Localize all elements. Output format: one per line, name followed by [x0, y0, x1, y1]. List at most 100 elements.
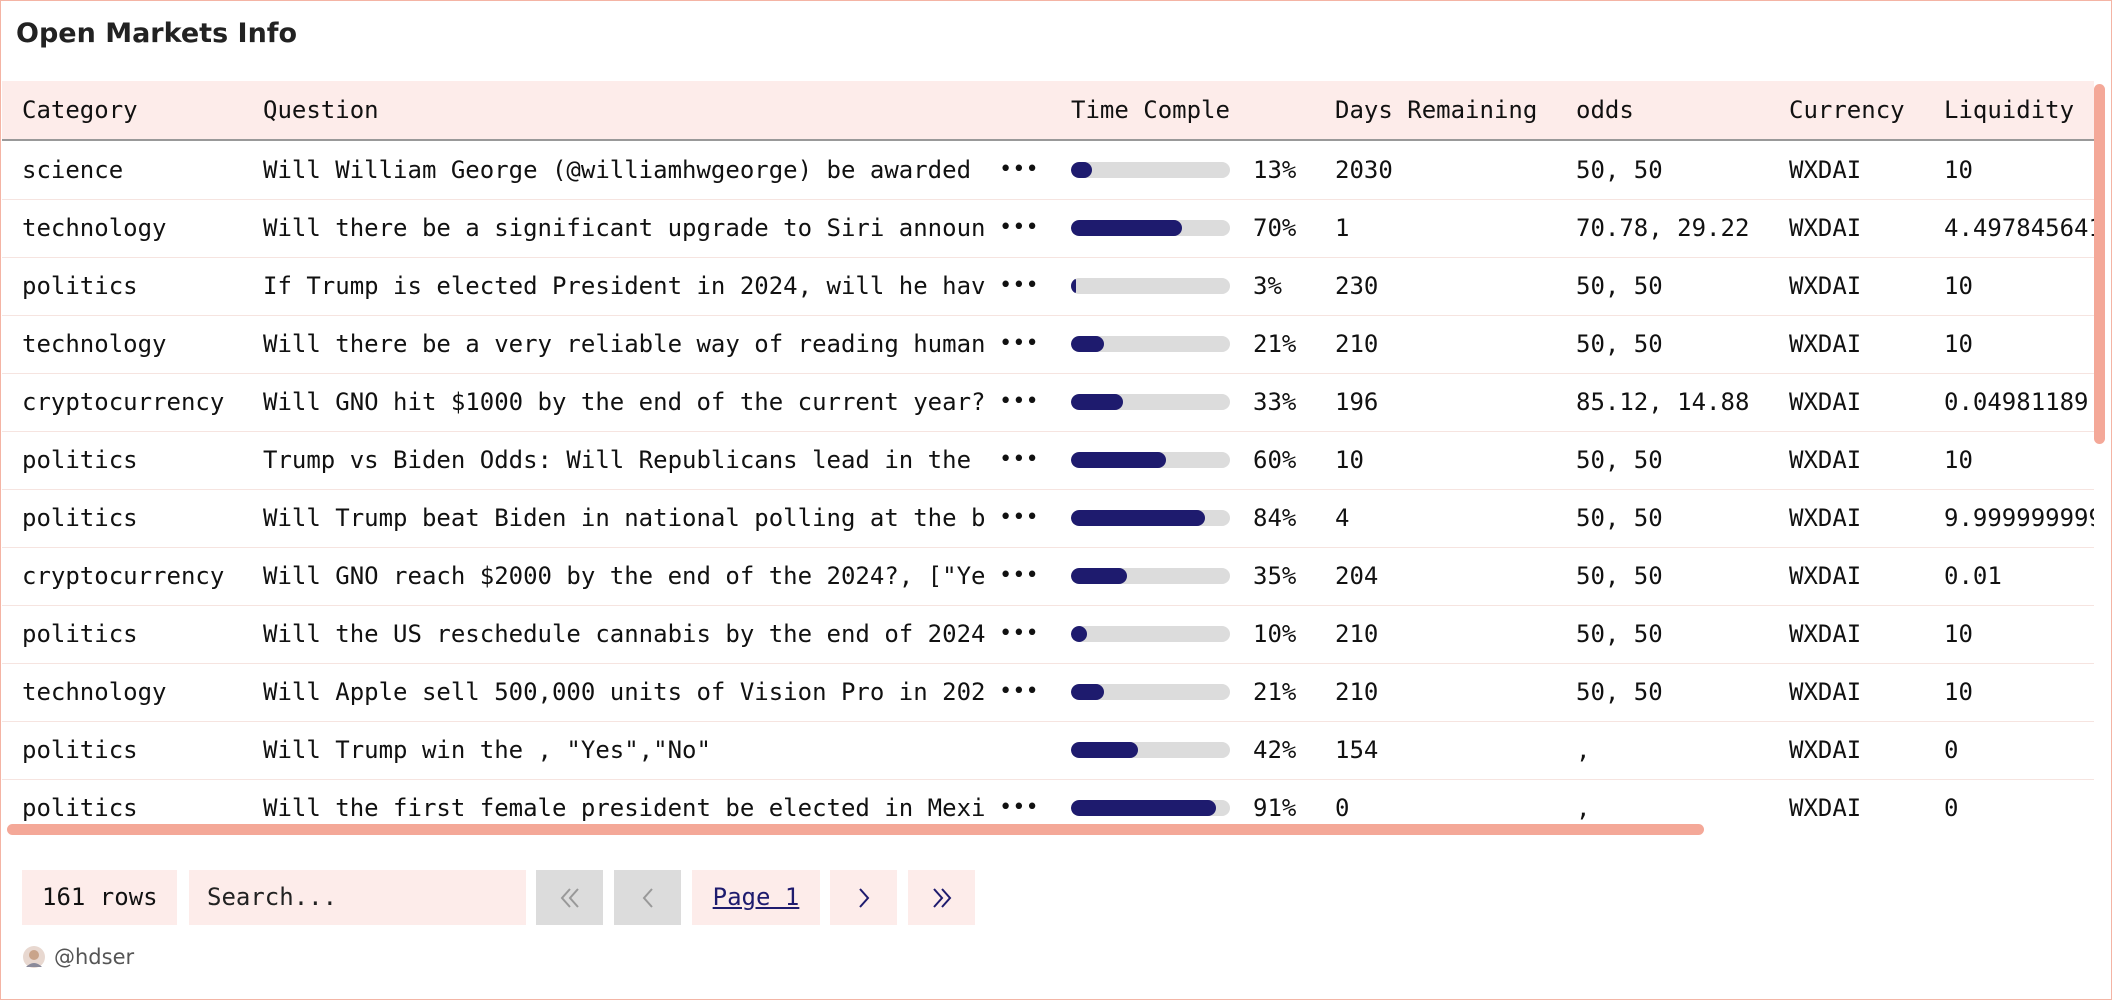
percent-label: 35% — [1253, 562, 1297, 590]
more-button[interactable]: ••• — [999, 273, 1039, 298]
prev-page-button[interactable] — [614, 870, 681, 925]
currency-cell: WXDAI — [1789, 736, 1862, 764]
progress-bar — [1071, 510, 1205, 526]
percent-label: 42% — [1253, 736, 1297, 764]
currency-cell: WXDAI — [1789, 562, 1862, 590]
horizontal-scrollbar[interactable] — [7, 824, 1704, 835]
days-cell: 196 — [1335, 388, 1379, 416]
liquidity-cell: 10 — [1944, 156, 1973, 184]
column-header: Question — [263, 96, 379, 124]
question-cell: Will Apple sell 500,000 units of Vision … — [263, 678, 986, 706]
more-button[interactable]: ••• — [999, 331, 1039, 356]
odds-cell: 50, 50 — [1576, 330, 1663, 358]
first-page-button[interactable] — [536, 870, 603, 925]
column-header: Time Completed — [1071, 96, 1231, 124]
header-row: Category Question Time Completed Days Remai… — [2, 81, 2094, 141]
progress-track — [1071, 800, 1230, 816]
days-cell: 210 — [1335, 620, 1379, 648]
progress-bar — [1071, 394, 1124, 410]
days-cell: 4 — [1335, 504, 1350, 532]
progress-bar — [1071, 278, 1076, 294]
question-cell: Will Trump win the , "Yes","No" — [263, 736, 711, 764]
currency-cell: WXDAI — [1789, 504, 1862, 532]
more-button[interactable]: ••• — [999, 621, 1039, 646]
progress-track — [1071, 510, 1230, 526]
odds-cell: 50, 50 — [1576, 504, 1663, 532]
progress-bar — [1071, 162, 1092, 178]
days-cell: 2030 — [1335, 156, 1393, 184]
days-cell: 154 — [1335, 736, 1379, 764]
last-icon — [932, 887, 951, 908]
category-cell: cryptocurrency — [22, 388, 225, 416]
liquidity-cell: 9.9999999999 — [1944, 504, 2094, 532]
last-page-button[interactable] — [908, 870, 975, 925]
percent-label: 70% — [1253, 214, 1297, 242]
currency-cell: WXDAI — [1789, 620, 1862, 648]
table-row: politics Will Trump beat Biden in nationa… — [2, 489, 2094, 548]
more-button[interactable]: ••• — [999, 389, 1039, 414]
more-button[interactable]: ••• — [999, 505, 1039, 530]
liquidity-cell: 4.497845641 — [1944, 214, 2094, 242]
liquidity-cell: 0 — [1944, 736, 1959, 764]
question-cell: Will William George (@williamhwgeorge) b… — [263, 156, 972, 184]
more-button[interactable]: ••• — [999, 215, 1039, 240]
more-button[interactable]: ••• — [999, 795, 1039, 820]
liquidity-cell: 0.04981189 — [1944, 388, 2089, 416]
author: @hdser — [54, 945, 135, 969]
category-cell: politics — [22, 272, 138, 300]
percent-label: 84% — [1253, 504, 1297, 532]
days-cell: 210 — [1335, 330, 1379, 358]
table-row: politics Will the first female president … — [2, 779, 2094, 837]
column-header: Category — [22, 96, 138, 124]
days-cell: 230 — [1335, 272, 1379, 300]
progress-bar — [1071, 800, 1216, 816]
more-button[interactable]: ••• — [999, 447, 1039, 472]
liquidity-cell: 10 — [1944, 272, 1973, 300]
progress-track — [1071, 568, 1230, 584]
currency-cell: WXDAI — [1789, 794, 1862, 822]
category-cell: technology — [22, 678, 167, 706]
odds-cell: 70.78, 29.22 — [1576, 214, 1750, 242]
category-cell: technology — [22, 330, 167, 358]
progress-track — [1071, 278, 1230, 294]
table-row: cryptocurrency Will GNO hit $1000 by the … — [2, 373, 2094, 432]
category-cell: politics — [22, 794, 138, 822]
percent-label: 21% — [1253, 330, 1297, 358]
odds-cell: 50, 50 — [1576, 620, 1663, 648]
liquidity-cell: 10 — [1944, 678, 1973, 706]
next-page-button[interactable] — [830, 870, 897, 925]
progress-bar — [1071, 220, 1183, 236]
odds-cell: 50, 50 — [1576, 562, 1663, 590]
progress-track — [1071, 336, 1230, 352]
progress-track — [1071, 394, 1230, 410]
progress-bar — [1071, 568, 1127, 584]
page-link[interactable]: Page 1 — [692, 870, 820, 925]
progress-track — [1071, 220, 1230, 236]
progress-bar — [1071, 626, 1087, 642]
prev-icon — [642, 887, 653, 908]
percent-label: 91% — [1253, 794, 1297, 822]
percent-label: 21% — [1253, 678, 1297, 706]
more-button[interactable]: ••• — [999, 157, 1039, 182]
days-cell: 0 — [1335, 794, 1350, 822]
question-cell: Will the first female president be elect… — [263, 794, 986, 822]
search-input[interactable]: Search... — [189, 870, 526, 925]
vertical-scrollbar[interactable] — [2094, 84, 2105, 444]
days-cell: 1 — [1335, 214, 1350, 242]
question-cell: Will GNO reach $2000 by the end of the 2… — [263, 562, 986, 590]
next-icon — [858, 887, 869, 908]
table-row: technology Will Apple sell 500,000 units … — [2, 663, 2094, 722]
liquidity-cell: 10 — [1944, 446, 1973, 474]
table-row: science Will William George (@williamhwge… — [2, 141, 2094, 200]
category-cell: politics — [22, 504, 138, 532]
percent-label: 60% — [1253, 446, 1297, 474]
table-row: technology Will there be a very reliable … — [2, 315, 2094, 374]
more-button[interactable]: ••• — [999, 563, 1039, 588]
liquidity-cell: 10 — [1944, 330, 1973, 358]
progress-track — [1071, 162, 1230, 178]
column-header: Days Remaining — [1335, 96, 1538, 124]
odds-cell: 50, 50 — [1576, 446, 1663, 474]
liquidity-cell: 10 — [1944, 620, 1973, 648]
more-button[interactable]: ••• — [999, 679, 1039, 704]
